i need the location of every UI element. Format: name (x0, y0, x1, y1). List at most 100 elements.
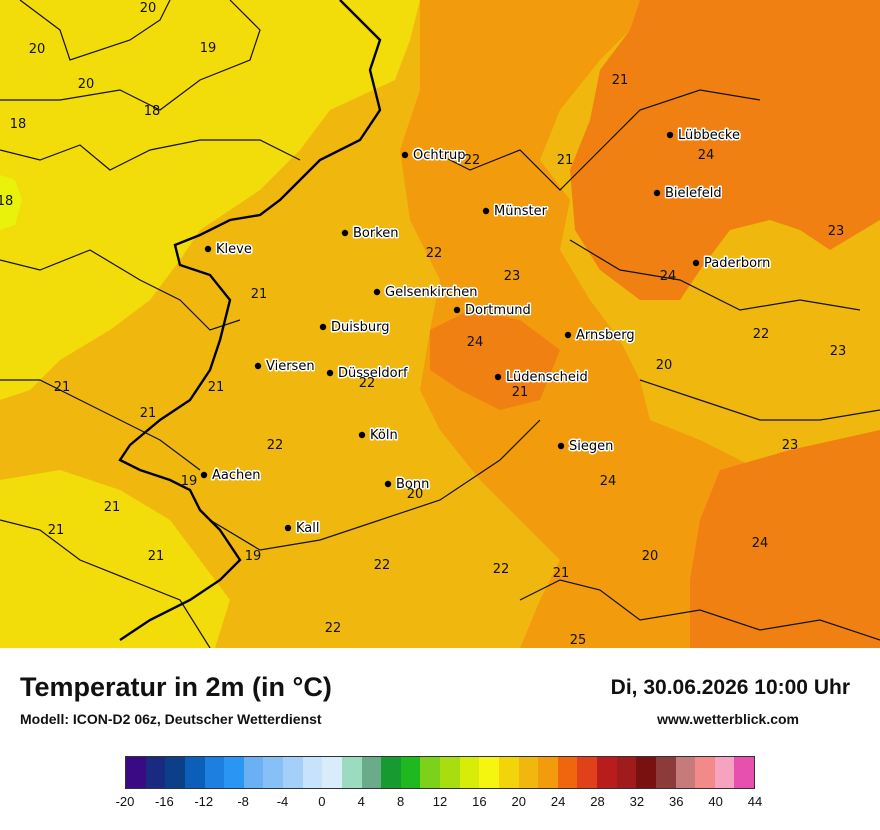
temperature-value: 23 (828, 224, 845, 239)
scale-cell (479, 757, 499, 788)
city-aachen: Aachen (200, 467, 262, 485)
scale-tick-label: 0 (318, 794, 326, 809)
city-label: Ochtrup (413, 148, 466, 163)
values-layer: 20 19 20 20 18 18 18 21 22 21 24 23 22 23 24 21 22 24 23 21… (0, 1, 846, 648)
scale-cell (145, 757, 166, 788)
temperature-value: 21 (48, 523, 65, 538)
scale-cell (518, 757, 539, 788)
temperature-value: 22 (493, 562, 510, 577)
temperature-value: 22 (359, 376, 376, 391)
forecast-datetime: Di, 30.06.2026 10:00 Uhr (610, 676, 850, 699)
national-border (118, 0, 382, 641)
city-dortmund: Dortmund (453, 302, 532, 320)
city-label: Kleve (216, 242, 252, 257)
city-label: Münster (494, 204, 548, 219)
temperature-value: 18 (0, 194, 13, 209)
scale-cell (400, 757, 421, 788)
city-dot (326, 369, 334, 377)
city-dot (692, 259, 700, 267)
city-borken: Borken (341, 225, 400, 243)
temperature-value: 22 (753, 327, 770, 342)
cities-layer: Ochtrup Lübbecke Bielefeld Münster Borken Kle… (200, 127, 772, 538)
city-ochtrup: Ochtrup (401, 147, 467, 165)
temperature-value: 22 (464, 153, 481, 168)
city-label: Gelsenkirchen (385, 285, 478, 300)
scale-cell (616, 757, 637, 788)
scale-tick-label: 4 (357, 794, 365, 809)
city-arnsberg: Arnsberg (564, 327, 636, 345)
city-label: Duisburg (331, 320, 390, 335)
city-label: Dortmund (465, 303, 531, 318)
temperature-value: 24 (467, 335, 484, 350)
scale-cell (204, 757, 225, 788)
scale-cell (322, 757, 342, 788)
temperature-value: 22 (325, 621, 342, 636)
scale-cell (714, 757, 735, 788)
temperature-value: 20 (407, 487, 424, 502)
city-duisburg: Duisburg (319, 319, 391, 337)
temperature-value: 23 (782, 438, 799, 453)
city-kln: Köln (358, 427, 399, 445)
city-label: Aachen (212, 468, 260, 483)
city-viersen: Viersen (254, 358, 316, 376)
city-label: Lübbecke (678, 128, 740, 143)
temperature-value: 21 (251, 287, 268, 302)
city-label: Bonn (396, 477, 429, 492)
website-link[interactable]: www.wetterblick.com (657, 711, 799, 727)
city-dot (653, 189, 661, 197)
temperature-value: 21 (553, 566, 570, 581)
scale-tick-label: -20 (115, 794, 135, 809)
temperature-value: 21 (54, 380, 71, 395)
city-label: Arnsberg (576, 328, 635, 343)
city-dot (284, 524, 292, 532)
scale-cell (734, 757, 754, 788)
temperature-value: 24 (660, 269, 677, 284)
city-dot (358, 431, 366, 439)
city-kall: Kall (284, 520, 321, 538)
city-label: Köln (370, 428, 398, 443)
city-label: Lüdenscheid (506, 370, 588, 385)
color-scale-ticks: -20 -16 -12 -8 -4 0 4 8 12 16 20 24 28 32 36 40 44 (0, 794, 880, 814)
model-subtitle: Modell: ICON-D2 06z, Deutscher Wetterdie… (20, 711, 322, 727)
city-dot (373, 288, 381, 296)
color-scale (125, 756, 755, 789)
temperature-value: 18 (144, 104, 161, 119)
city-gelsenkirchen: Gelsenkirchen (373, 284, 479, 302)
temperature-value: 20 (656, 358, 673, 373)
temperature-value: 20 (78, 77, 95, 92)
city-dsseldorf: Düsseldorf (326, 365, 409, 383)
scale-cell (636, 757, 656, 788)
temperature-value: 19 (245, 549, 262, 564)
temperature-value: 21 (512, 385, 529, 400)
map-title: Temperatur in 2m (in °C) (20, 672, 332, 702)
temperature-value: 23 (830, 344, 847, 359)
scale-cell (498, 757, 519, 788)
city-ldenscheid: Lüdenscheid (494, 369, 589, 387)
temperature-value: 19 (181, 474, 198, 489)
scale-cell (420, 757, 440, 788)
city-label: Viersen (266, 359, 315, 374)
temperature-value: 22 (426, 246, 443, 261)
temperature-value: 19 (200, 41, 217, 56)
city-dot (341, 229, 349, 237)
scale-tick-label: 20 (511, 794, 526, 809)
scale-tick-label: -8 (237, 794, 249, 809)
city-dot (482, 207, 490, 215)
scale-cell (165, 757, 185, 788)
city-siegen: Siegen (557, 438, 615, 456)
scale-tick-label: 36 (669, 794, 684, 809)
scale-cell (597, 757, 617, 788)
scale-cell (459, 757, 480, 788)
temperature-value: 21 (104, 500, 121, 515)
temp-band-24-26-ruhr (430, 310, 560, 410)
temperature-value: 20 (642, 549, 659, 564)
scale-tick-label: 8 (397, 794, 405, 809)
temperature-value: 20 (29, 42, 46, 57)
scale-tick-label: -12 (194, 794, 214, 809)
temp-band-24-26-south (690, 430, 880, 648)
scale-tick-label: 16 (472, 794, 487, 809)
temperature-value: 20 (140, 1, 157, 16)
city-label: Bielefeld (665, 186, 722, 201)
scale-cell (184, 757, 205, 788)
scale-tick-label: 12 (432, 794, 448, 809)
